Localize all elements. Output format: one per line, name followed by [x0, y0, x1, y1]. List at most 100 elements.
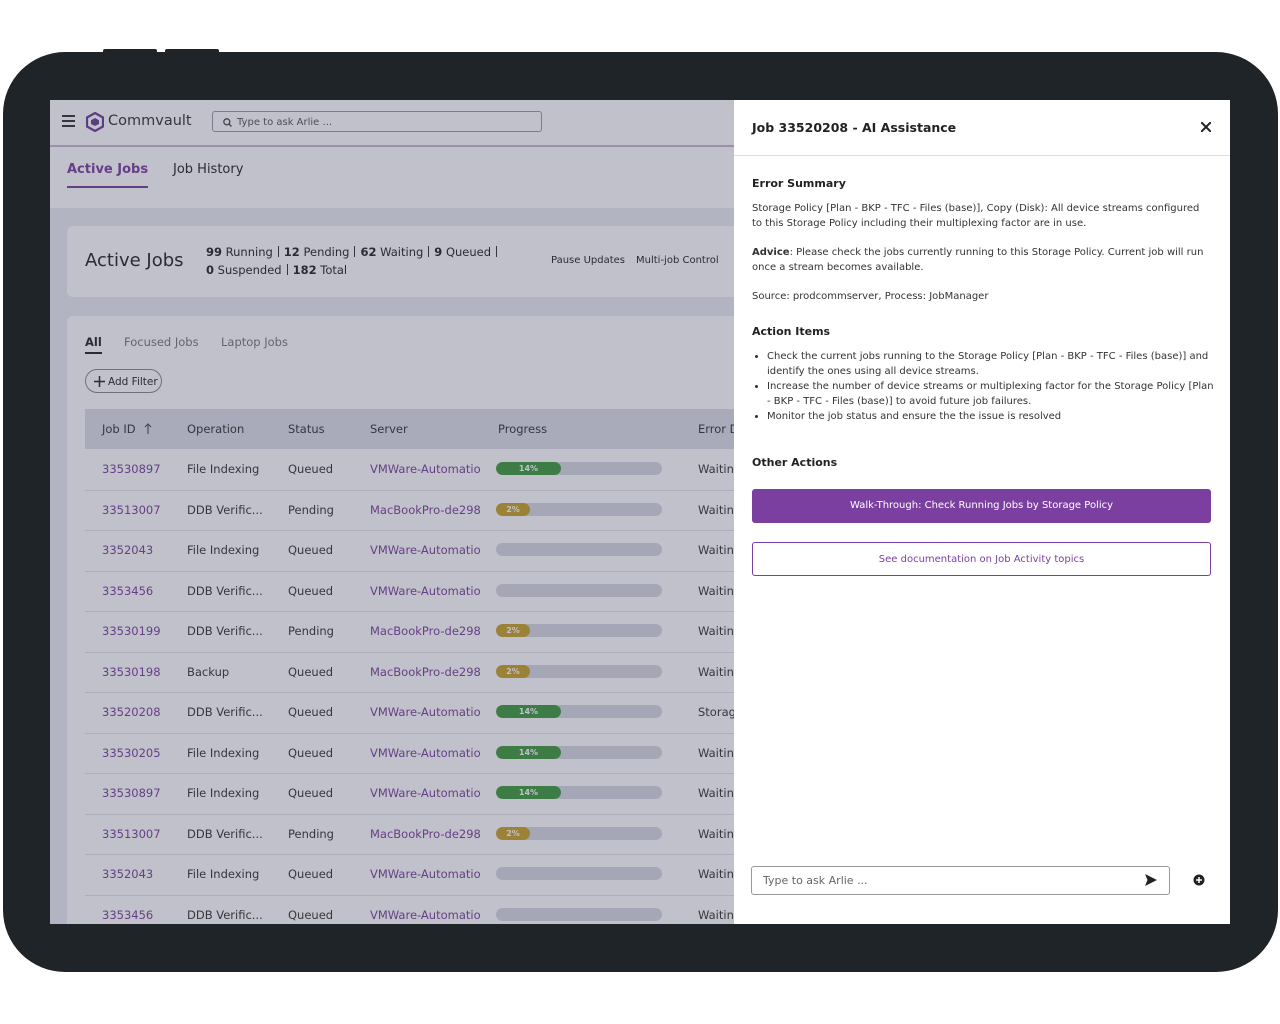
stat: 12 Pending	[284, 245, 350, 259]
cell: Waiting	[698, 664, 742, 679]
cell: VMWare-Automatio	[370, 786, 481, 800]
column-header[interactable]: Progress	[498, 422, 548, 436]
cell: File Indexing	[187, 462, 260, 476]
cell: DDB Verific...	[187, 624, 263, 638]
table-row[interactable]: 3353456 DDB Verific... Queued VMWare-Automa…	[85, 571, 827, 612]
progress-track: 14%	[496, 705, 662, 718]
cell: DDB Verific...	[187, 907, 263, 922]
cell: 33530897	[102, 462, 161, 476]
paragraph: Storage Policy [Plan - BKP - TFC - Files…	[752, 203, 1200, 229]
cell: File Indexing	[187, 867, 260, 881]
table-row[interactable]: 33530897 File Indexing Queued VMWare-Automa…	[85, 449, 827, 491]
separator	[277, 246, 279, 257]
table-row[interactable]: 3352043 File Indexing Queued VMWare-Automat…	[85, 854, 827, 896]
search-icon	[223, 118, 232, 127]
primary-button[interactable]: Walk-Through: Check Running Jobs by Stor…	[752, 489, 1211, 523]
stat-count: 9	[434, 245, 443, 259]
secondary-button[interactable]: See documentation on Job Activity topics	[752, 542, 1211, 576]
cell: Queued	[288, 462, 334, 476]
action-list: Check the current jobs running to the St…	[752, 349, 1214, 424]
cell: Waiting	[698, 786, 742, 800]
progress-label: 14%	[518, 788, 539, 797]
progress-fill: 2%	[496, 826, 530, 840]
cell: 3352043	[102, 867, 154, 881]
stat-label: Total	[320, 263, 348, 277]
screen: Commvault Type to ask Arlie ... Active J…	[50, 100, 1230, 924]
progress-label: 14%	[518, 707, 539, 716]
paragraph: Source: prodcommserver, Process: JobMana…	[752, 291, 989, 302]
cell: Waiting	[698, 867, 742, 881]
tab[interactable]: Job History	[173, 162, 244, 177]
close-icon[interactable]	[1201, 122, 1211, 132]
filter-tab[interactable]: Laptop Jobs	[221, 335, 288, 349]
table-row[interactable]: 33530205 File Indexing Queued VMWare-Automa…	[85, 733, 827, 774]
cell: Waiting	[698, 826, 742, 841]
stat: 99 Running	[206, 245, 273, 259]
cell: Waiting	[698, 907, 742, 922]
column-header[interactable]: Job ID	[102, 422, 152, 436]
summary-card: Active Jobs 99 Running 12 Pending 62 Waiti…	[67, 226, 827, 297]
sort-icon[interactable]	[144, 423, 152, 434]
cell: Pending	[288, 624, 334, 638]
heading: Other Actions	[752, 456, 838, 469]
separator	[286, 264, 288, 275]
table-row[interactable]: 3352043 File Indexing Queued VMWare-Automat…	[85, 530, 827, 572]
table-row[interactable]: 33520208 DDB Verific... Queued VMWare-Autom…	[85, 692, 827, 734]
stat-label: Pending	[303, 245, 350, 259]
column-header[interactable]: Server	[370, 422, 408, 436]
button[interactable]: Multi-job Control	[636, 255, 719, 266]
summary-title: Active Jobs	[85, 250, 184, 271]
chat-input[interactable]: Type to ask Arlie ...	[751, 866, 1170, 895]
cell: VMWare-Automatio	[370, 745, 481, 760]
progress-label: 2%	[506, 504, 520, 514]
panel-header	[734, 100, 1230, 156]
paragraph: Advice: Please check the jobs currently …	[752, 245, 1207, 275]
send-icon[interactable]	[1144, 873, 1158, 887]
add-filter[interactable]: Add Filter	[85, 369, 162, 393]
cell: Queued	[288, 705, 334, 719]
table-row[interactable]: 33513007 DDB Verific... Pending MacBookPro-…	[85, 814, 827, 855]
search-box[interactable]: Type to ask Arlie ...	[212, 111, 542, 132]
ai-panel: Job 33520208 - AI Assistance Error Summa…	[734, 100, 1230, 924]
stat-label: Suspended	[217, 263, 282, 277]
table-row[interactable]: 3353456 DDB Verific... Queued VMWare-Automa…	[85, 895, 827, 925]
progress-track: 2%	[496, 826, 662, 840]
table-row[interactable]: 33530897 File Indexing Queued VMWare-Automa…	[85, 773, 827, 815]
cell: VMWare-Automatio	[370, 462, 481, 476]
cell: DDB Verific...	[187, 705, 263, 719]
cell: Pending	[288, 826, 334, 841]
menu-icon[interactable]	[62, 115, 76, 127]
progress-fill: 2%	[496, 624, 530, 637]
progress-fill: 2%	[496, 502, 530, 516]
cell: Storage	[698, 705, 743, 719]
table-row[interactable]: 33513007 DDB Verific... Pending MacBookPro-…	[85, 490, 827, 531]
table-row[interactable]: 33530199 DDB Verific... Pending MacBookPro-…	[85, 611, 827, 653]
column-header[interactable]: Operation	[187, 422, 245, 436]
cell: VMWare-Automatio	[370, 543, 481, 557]
cell: DDB Verific...	[187, 583, 263, 598]
progress-track: 2%	[496, 502, 662, 516]
column-header[interactable]: Status	[288, 422, 325, 436]
tab[interactable]: Active Jobs	[67, 162, 149, 188]
filter-tab[interactable]: Focused Jobs	[124, 335, 199, 349]
cell: Queued	[288, 867, 334, 881]
stat-label: Waiting	[380, 245, 424, 259]
input-placeholder: Type to ask Arlie ...	[763, 874, 868, 887]
heading: Action Items	[752, 325, 831, 338]
progress-label: 14%	[518, 464, 539, 473]
add-icon[interactable]	[1193, 874, 1205, 886]
stat-label: Queued	[445, 245, 492, 259]
progress-label: 2%	[506, 828, 520, 838]
progress-track	[496, 867, 662, 880]
table-row[interactable]: 33530198 Backup Queued MacBookPro-de298 2% Wa…	[85, 652, 827, 693]
progress-label: 14%	[518, 747, 539, 757]
cell: MacBookPro-de298	[370, 826, 481, 841]
logo: Commvault	[108, 113, 192, 129]
button[interactable]: Pause Updates	[551, 255, 626, 266]
cell: 33520208	[102, 705, 161, 719]
search-placeholder: Type to ask Arlie ...	[237, 117, 333, 128]
filter-tab[interactable]: All	[85, 335, 102, 354]
progress-fill: 14%	[496, 462, 561, 475]
cell: 3353456	[102, 907, 154, 922]
